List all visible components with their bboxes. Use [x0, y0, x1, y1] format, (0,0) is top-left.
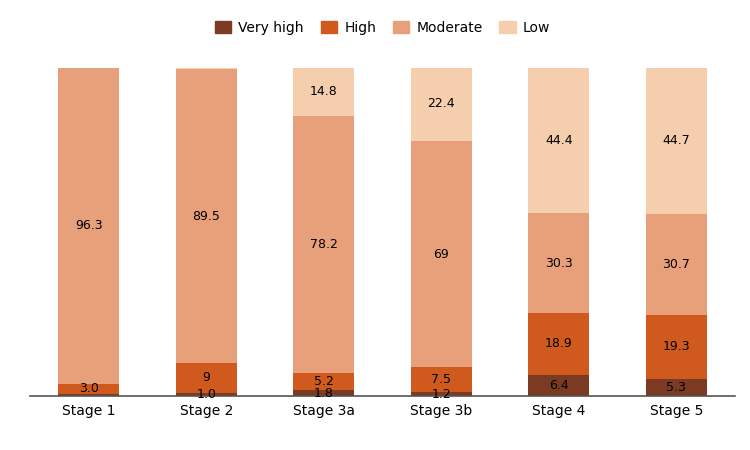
- Text: 44.7: 44.7: [662, 135, 690, 148]
- Text: 3.0: 3.0: [79, 382, 99, 395]
- Text: 96.3: 96.3: [75, 219, 103, 232]
- Bar: [293, 68, 354, 116]
- Bar: [293, 373, 354, 390]
- Bar: [528, 375, 590, 396]
- Text: 69: 69: [433, 248, 449, 261]
- Bar: [176, 393, 237, 396]
- Bar: [293, 390, 354, 396]
- Text: 30.7: 30.7: [662, 258, 690, 271]
- Bar: [411, 141, 472, 367]
- Text: 5.2: 5.2: [314, 375, 334, 388]
- Text: 6.4: 6.4: [549, 379, 568, 392]
- Text: 44.4: 44.4: [545, 134, 572, 147]
- Bar: [646, 68, 706, 214]
- Text: 22.4: 22.4: [427, 98, 455, 110]
- Text: 1.2: 1.2: [431, 387, 451, 400]
- Bar: [411, 367, 472, 392]
- Text: 14.8: 14.8: [310, 86, 338, 98]
- Bar: [528, 68, 590, 213]
- Text: 7.5: 7.5: [431, 373, 451, 386]
- Text: 19.3: 19.3: [662, 340, 690, 353]
- Bar: [176, 68, 237, 69]
- Text: 5.3: 5.3: [666, 381, 686, 394]
- Bar: [293, 116, 354, 373]
- Text: 9: 9: [202, 371, 210, 384]
- Bar: [646, 378, 706, 396]
- Bar: [528, 213, 590, 313]
- Text: 30.3: 30.3: [544, 256, 573, 270]
- Legend: Very high, High, Moderate, Low: Very high, High, Moderate, Low: [209, 15, 556, 40]
- Bar: [528, 313, 590, 375]
- Bar: [58, 384, 119, 394]
- Bar: [411, 392, 472, 396]
- Text: 1.8: 1.8: [314, 387, 334, 400]
- Text: 78.2: 78.2: [310, 238, 338, 251]
- Bar: [411, 67, 472, 141]
- Bar: [176, 363, 237, 393]
- Bar: [58, 68, 119, 384]
- Text: 18.9: 18.9: [544, 338, 573, 351]
- Bar: [58, 394, 119, 396]
- Bar: [646, 315, 706, 378]
- Bar: [646, 214, 706, 315]
- Text: 1.0: 1.0: [196, 388, 216, 401]
- Bar: [176, 69, 237, 363]
- Text: 89.5: 89.5: [192, 210, 220, 223]
